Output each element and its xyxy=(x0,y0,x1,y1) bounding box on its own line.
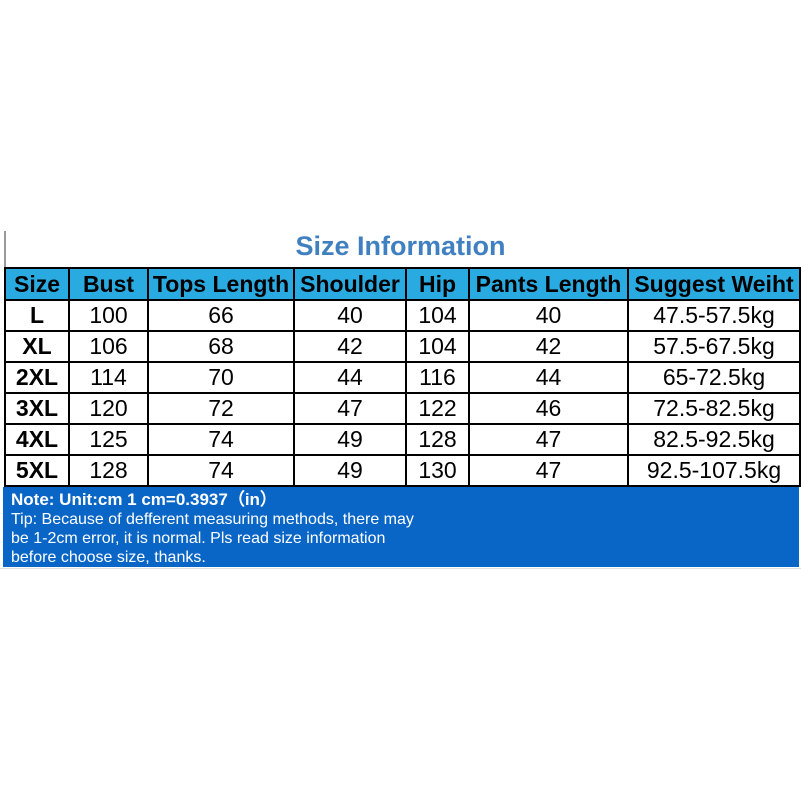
measurement-cell: 49 xyxy=(293,454,407,487)
measurement-cell: 65-72.5kg xyxy=(627,361,801,394)
measurement-cell: 128 xyxy=(68,454,149,487)
measurement-cell: 44 xyxy=(468,361,629,394)
column-header-pants-length: Pants Length xyxy=(468,267,629,301)
table-body: L 100 66 40 104 40 47.5-57.5kg XL 106 68 42 104 42 57… xyxy=(4,299,801,487)
table-row: 3XL 120 72 47 122 46 72.5-82.5kg xyxy=(4,392,801,425)
measurement-cell: 70 xyxy=(147,361,295,394)
measurement-cell: 120 xyxy=(68,392,149,425)
measurement-cell: 122 xyxy=(405,392,470,425)
measurement-cell: 72.5-82.5kg xyxy=(627,392,801,425)
measurement-cell: 100 xyxy=(68,299,149,332)
measurement-cell: 106 xyxy=(68,330,149,363)
size-table: Size Bust Tops Length Shoulder Hip Pants Leng… xyxy=(4,267,801,487)
measurement-cell: 128 xyxy=(405,423,470,456)
measurement-cell: 114 xyxy=(68,361,149,394)
page-title: Size Information xyxy=(295,231,506,261)
table-row: 5XL 128 74 49 130 47 92.5-107.5kg xyxy=(4,454,801,487)
column-header-tops-length: Tops Length xyxy=(147,267,295,301)
stray-gridline xyxy=(4,231,6,267)
tip-line: before choose size, thanks. xyxy=(11,549,206,566)
measurement-cell: 44 xyxy=(293,361,407,394)
column-header-suggest-weiht: Suggest Weiht xyxy=(627,267,801,301)
size-label-cell: L xyxy=(4,299,70,332)
measurement-cell: 116 xyxy=(405,361,470,394)
measurement-cell: 40 xyxy=(293,299,407,332)
note-unit-text: Note: Unit:cm 1 cm=0.3937（in） xyxy=(11,490,277,509)
table-row: XL 106 68 42 104 42 57.5-67.5kg xyxy=(4,330,801,363)
measurement-cell: 104 xyxy=(405,330,470,363)
measurement-cell: 125 xyxy=(68,423,149,456)
size-label-cell: 5XL xyxy=(4,454,70,487)
column-header-size: Size xyxy=(4,267,70,301)
measurement-cell: 74 xyxy=(147,423,295,456)
measurement-cell: 42 xyxy=(293,330,407,363)
measurement-cell: 42 xyxy=(468,330,629,363)
table-header-row: Size Bust Tops Length Shoulder Hip Pants Leng… xyxy=(4,267,801,301)
column-header-hip: Hip xyxy=(405,267,470,301)
measurement-cell: 66 xyxy=(147,299,295,332)
table-row: L 100 66 40 104 40 47.5-57.5kg xyxy=(4,299,801,332)
measurement-cell: 82.5-92.5kg xyxy=(627,423,801,456)
measurement-cell: 130 xyxy=(405,454,470,487)
measurement-cell: 57.5-67.5kg xyxy=(627,330,801,363)
measurement-cell: 47 xyxy=(468,454,629,487)
size-label-cell: 4XL xyxy=(4,423,70,456)
note-box: Note: Unit:cm 1 cm=0.3937（in） Tip: Becau… xyxy=(3,487,799,567)
tip-text: Tip: Because of defferent measuring meth… xyxy=(11,510,799,567)
measurement-cell: 47 xyxy=(293,392,407,425)
tip-line: Tip: Because of defferent measuring meth… xyxy=(11,511,414,528)
size-label-cell: 2XL xyxy=(4,361,70,394)
measurement-cell: 74 xyxy=(147,454,295,487)
size-label-cell: XL xyxy=(4,330,70,363)
measurement-cell: 46 xyxy=(468,392,629,425)
table-row: 2XL 114 70 44 116 44 65-72.5kg xyxy=(4,361,801,394)
measurement-cell: 92.5-107.5kg xyxy=(627,454,801,487)
column-header-bust: Bust xyxy=(68,267,149,301)
measurement-cell: 72 xyxy=(147,392,295,425)
column-header-shoulder: Shoulder xyxy=(293,267,407,301)
measurement-cell: 47.5-57.5kg xyxy=(627,299,801,332)
measurement-cell: 49 xyxy=(293,423,407,456)
measurement-cell: 40 xyxy=(468,299,629,332)
measurement-cell: 68 xyxy=(147,330,295,363)
size-label-cell: 3XL xyxy=(4,392,70,425)
table-row: 4XL 125 74 49 128 47 82.5-92.5kg xyxy=(4,423,801,456)
faint-gridline xyxy=(0,568,801,569)
measurement-cell: 47 xyxy=(468,423,629,456)
tip-line: be 1-2cm error, it is normal. Pls read s… xyxy=(11,530,386,547)
measurement-cell: 104 xyxy=(405,299,470,332)
